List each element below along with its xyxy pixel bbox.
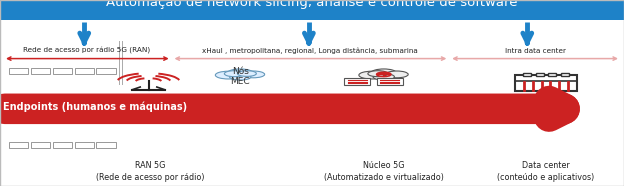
Circle shape	[228, 69, 253, 76]
Circle shape	[359, 71, 385, 79]
FancyBboxPatch shape	[344, 78, 370, 85]
Circle shape	[237, 71, 256, 76]
Text: xHaul , metropolitana, regional, Longa distância, submarina: xHaul , metropolitana, regional, Longa d…	[202, 47, 418, 54]
Circle shape	[215, 71, 241, 79]
Circle shape	[373, 74, 394, 80]
Circle shape	[242, 71, 265, 78]
Text: Intra data center: Intra data center	[505, 48, 566, 54]
FancyBboxPatch shape	[561, 73, 569, 76]
Text: Nós
MEC: Nós MEC	[230, 67, 250, 86]
Text: Núcleo 5G
(Automatizado e virtualizado): Núcleo 5G (Automatizado e virtualizado)	[324, 161, 444, 182]
FancyBboxPatch shape	[515, 75, 577, 92]
Circle shape	[386, 71, 408, 78]
Text: Automação de network slicing, análise e controle de software: Automação de network slicing, análise e …	[106, 0, 518, 9]
Text: RAN 5G
(Rede de acesso por rádio): RAN 5G (Rede de acesso por rádio)	[95, 161, 204, 182]
FancyBboxPatch shape	[0, 0, 624, 20]
Circle shape	[371, 69, 396, 76]
Circle shape	[225, 71, 244, 77]
Text: Rede de acesso por rádio 5G (RAN): Rede de acesso por rádio 5G (RAN)	[22, 47, 150, 54]
FancyBboxPatch shape	[548, 73, 557, 76]
FancyBboxPatch shape	[535, 73, 544, 76]
Text: Endpoints (humanos e máquinas): Endpoints (humanos e máquinas)	[3, 102, 187, 112]
Text: Data center
(conteúdo e aplicativos): Data center (conteúdo e aplicativos)	[497, 161, 595, 182]
FancyBboxPatch shape	[377, 78, 402, 85]
Circle shape	[230, 74, 251, 80]
Circle shape	[368, 71, 388, 77]
FancyBboxPatch shape	[523, 73, 531, 76]
